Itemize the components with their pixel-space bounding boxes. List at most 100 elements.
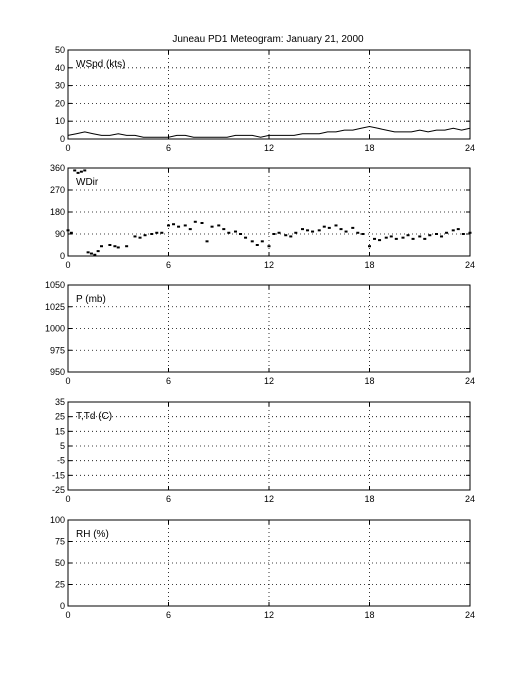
pressure-xtick-label: 6	[166, 376, 171, 386]
wdir-point	[250, 240, 254, 243]
wspd-ytick-label: 30	[55, 81, 65, 91]
temp-ytick-label: -5	[57, 456, 65, 466]
wdir-point	[361, 233, 365, 235]
wdir-point	[322, 225, 326, 228]
wdir-point	[200, 222, 204, 224]
wdir-point	[138, 236, 142, 239]
rh-xtick-label: 6	[166, 610, 171, 620]
rh-xtick-label: 0	[65, 610, 70, 620]
pressure-ytick-label: 1025	[45, 302, 65, 312]
wspd-ytick-label: 40	[55, 63, 65, 73]
wdir-point	[423, 237, 427, 240]
wdir-point	[344, 230, 348, 233]
pressure-ytick-label: 950	[50, 367, 65, 377]
wdir-ytick-label: 270	[50, 185, 65, 195]
wdir-point	[234, 230, 237, 233]
pressure-xtick-label: 0	[65, 376, 70, 386]
wdir-point	[96, 250, 100, 253]
wspd-ytick-label: 0	[60, 134, 65, 144]
wdir-point	[272, 233, 276, 235]
pressure-xtick-label: 24	[465, 376, 475, 386]
wdir-point	[401, 236, 405, 239]
wdir-point	[317, 229, 321, 232]
wdir-point	[183, 224, 187, 227]
wdir-point	[177, 225, 181, 228]
wdir-xtick-label: 24	[465, 260, 475, 270]
rh-ytick-label: 75	[55, 537, 65, 547]
wdir-point	[267, 245, 271, 248]
wdir-xtick-label: 18	[364, 260, 374, 270]
wspd-ylabel: WSpd (kts)	[76, 59, 125, 70]
rh-ytick-label: 0	[60, 601, 65, 611]
temp-xtick-label: 0	[65, 494, 70, 504]
wdir-point	[83, 169, 87, 172]
wdir-point	[406, 234, 410, 237]
wdir-point	[311, 230, 315, 233]
wdir-point	[351, 226, 355, 229]
pressure-ytick-label: 975	[50, 345, 65, 355]
temp-ytick-label: -15	[52, 470, 65, 480]
wspd-xtick-label: 0	[65, 143, 70, 153]
rh-ytick-label: 100	[50, 515, 65, 525]
wdir-point	[327, 226, 331, 229]
wdir-point	[108, 244, 112, 246]
wspd-series-line	[67, 125, 471, 138]
pressure-ytick-label: 1050	[45, 280, 65, 290]
wdir-point	[89, 252, 93, 255]
wdir-point	[69, 231, 73, 234]
wdir-point	[73, 169, 77, 172]
wdir-point	[334, 224, 338, 227]
wdir-point	[440, 235, 444, 238]
wspd-xtick-label: 24	[465, 143, 475, 153]
wdir-ytick-label: 360	[50, 163, 65, 173]
wspd-ytick-label: 20	[55, 98, 65, 108]
figure-title: Juneau PD1 Meteogram: January 21, 2000	[172, 34, 364, 45]
wdir-ylabel: WDir	[76, 177, 99, 188]
temp-xtick-label: 12	[264, 494, 274, 504]
wdir-point	[125, 245, 129, 248]
wdir-point	[79, 170, 83, 173]
wdir-ytick-label: 180	[50, 207, 65, 217]
wdir-xtick-label: 6	[166, 260, 171, 270]
wdir-point	[100, 245, 103, 248]
pressure-xtick-label: 12	[264, 376, 274, 386]
rh-xtick-label: 18	[364, 610, 374, 620]
temp-ytick-label: -25	[52, 485, 65, 495]
wspd-xtick-label: 6	[166, 143, 171, 153]
wdir-point	[468, 231, 472, 234]
temp-ytick-label: 35	[55, 397, 65, 407]
rh-xtick-label: 24	[465, 610, 475, 620]
wdir-point	[93, 253, 97, 256]
wdir-point	[445, 231, 449, 234]
wdir-point	[205, 240, 209, 243]
wdir-point	[411, 237, 415, 240]
wdir-point	[217, 224, 221, 227]
wdir-xtick-label: 12	[264, 260, 274, 270]
temp-ytick-label: 15	[55, 426, 65, 436]
wspd-ytick-label: 50	[55, 45, 65, 55]
temp-ytick-label: 25	[55, 412, 65, 422]
wdir-point	[86, 251, 90, 254]
wdir-point	[260, 240, 264, 243]
wdir-point	[301, 228, 304, 231]
pressure-ylabel: P (mb)	[76, 294, 106, 305]
wdir-ytick-label: 0	[60, 251, 65, 261]
wdir-point	[294, 231, 298, 234]
rh-ytick-label: 50	[55, 558, 65, 568]
wspd-xtick-label: 18	[364, 143, 374, 153]
wdir-point	[289, 235, 293, 238]
pressure-ytick-label: 1000	[45, 324, 65, 334]
wdir-point	[428, 234, 432, 237]
wdir-point	[116, 246, 120, 249]
wdir-point	[227, 231, 231, 234]
temp-xtick-label: 6	[166, 494, 171, 504]
wdir-point	[239, 233, 243, 235]
wspd-xtick-label: 12	[264, 143, 274, 153]
wdir-point	[160, 231, 164, 234]
wdir-point	[188, 228, 192, 231]
wdir-point	[167, 224, 170, 227]
wdir-point	[244, 236, 248, 239]
wdir-point	[373, 237, 377, 240]
wdir-point	[172, 223, 176, 226]
